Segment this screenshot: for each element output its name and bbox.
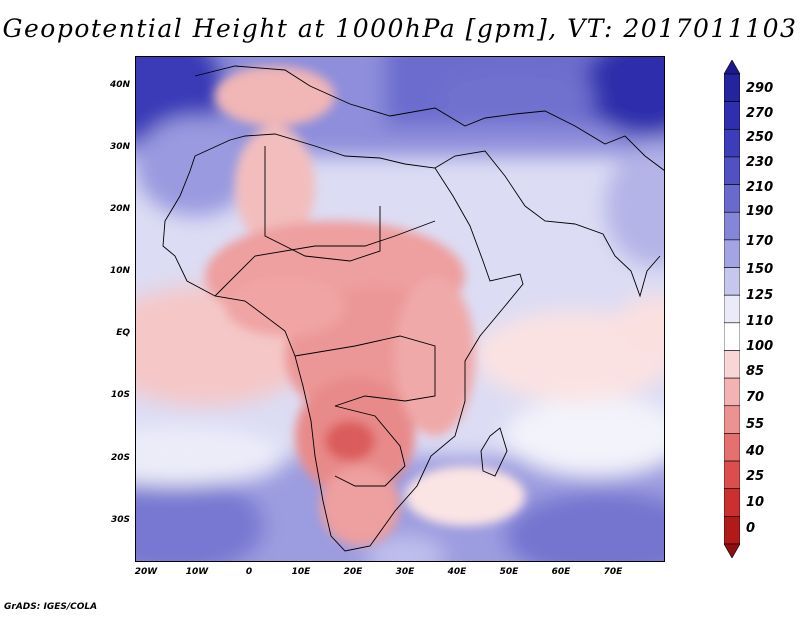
colorbar-label-85: 85 [746,364,765,379]
colorbar-segment [724,184,740,213]
lon-label-20w: 20W [134,567,158,577]
colorbar-segment [724,322,740,351]
lon-label-20e: 20E [343,567,363,577]
colorbar-label-250: 250 [746,130,774,145]
colorbar-label-230: 230 [746,155,774,170]
colorbar-label-0: 0 [746,521,756,536]
colorbar-label-290: 290 [746,81,774,96]
lon-label-60e: 60E [551,567,571,577]
grads-credit: GrADS: IGES/COLA [4,602,98,612]
colorbar-label-40: 40 [746,444,765,459]
lon-label-40e: 40E [447,567,467,577]
colorbar-segment [724,377,740,407]
colorbar-label-190: 190 [746,204,774,219]
colorbar-label-100: 100 [746,339,774,354]
lon-label-10e: 10E [291,567,311,577]
colorbar-label-210: 210 [746,180,774,195]
colorbar-segment [724,350,740,379]
lat-label-30s: 30S [110,515,130,525]
colorbar-label-25: 25 [746,469,765,484]
colorbar-segment [724,543,740,558]
colorbar-segment [724,73,740,102]
lat-label-eq: EQ [116,328,130,338]
colorbar-segment [724,433,740,462]
colorbar-label-110: 110 [746,314,774,329]
colorbar-segment [724,294,740,324]
colorbar-label-70: 70 [746,390,765,405]
colorbar-segment [724,488,740,517]
colorbar-segment [724,211,740,241]
lat-label-10n: 10N [109,266,130,276]
colorbar-label-270: 270 [746,106,774,121]
lon-label-10w: 10W [185,567,209,577]
colorbar-segment [724,460,740,490]
colorbar-label-125: 125 [746,288,774,303]
colorbar [724,60,740,558]
colorbar-segment [724,101,740,130]
lon-label-50e: 50E [499,567,519,577]
chart-title: Geopotential Height at 1000hPa [gpm], VT… [2,14,798,43]
lat-label-40n: 40N [109,80,130,90]
lon-label-30e: 30E [395,567,415,577]
lon-label-0: 0 [245,567,253,577]
colorbar-segment [724,156,740,185]
lat-label-20n: 20N [109,204,130,214]
colorbar-segment [724,267,740,296]
colorbar-segment [724,60,740,75]
colorbar-label-55: 55 [746,417,765,432]
lat-label-10s: 10S [110,390,130,400]
colorbar-label-150: 150 [746,262,774,277]
geopotential-height-map [135,56,665,562]
colorbar-segment [724,405,740,434]
colorbar-segment [724,128,740,158]
lat-label-30n: 30N [109,142,130,152]
colorbar-label-170: 170 [746,234,774,249]
colorbar-segment [724,239,740,268]
colorbar-label-10: 10 [746,495,765,510]
lat-label-20s: 20S [110,453,130,463]
colorbar-segment [724,516,740,545]
lon-label-70e: 70E [603,567,623,577]
